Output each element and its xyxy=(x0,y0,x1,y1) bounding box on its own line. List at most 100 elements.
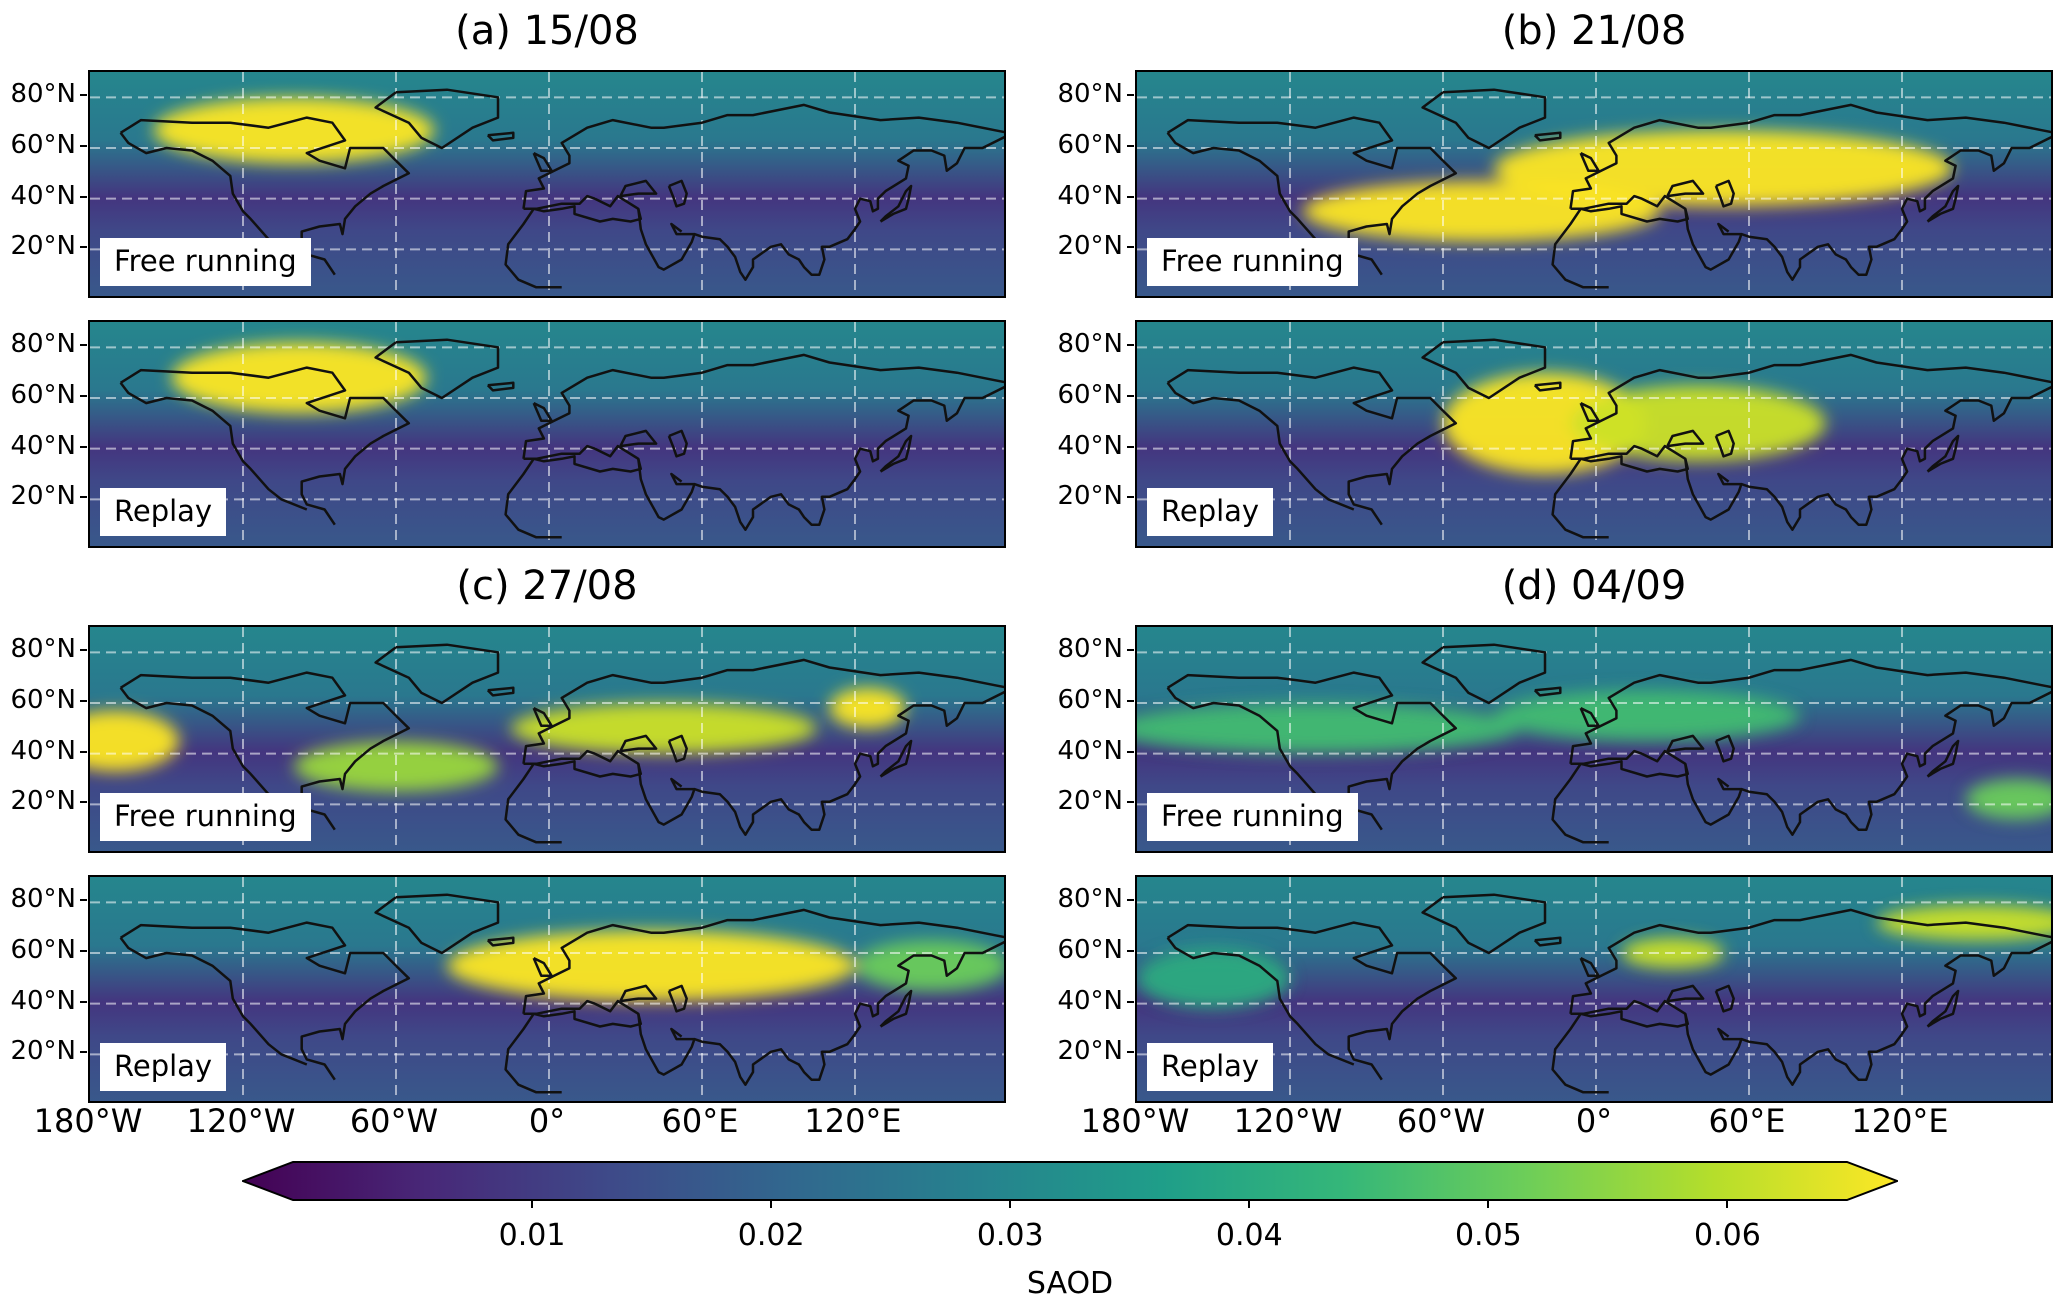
x-tick-label: 60°W xyxy=(349,1102,439,1140)
saod-heatmap xyxy=(90,322,1004,546)
y-tick-label: 60°N xyxy=(10,380,76,410)
saod-plume-2 xyxy=(1494,690,1800,741)
run-label: Replay xyxy=(100,488,227,536)
x-tick-label: 180°W xyxy=(1080,1102,1190,1140)
y-tick-mark xyxy=(80,195,87,198)
y-tick-label: 80°N xyxy=(1057,79,1123,110)
y-tick-label: 80°N xyxy=(10,79,76,110)
coastline-11 xyxy=(1714,734,1735,763)
coastline-4 xyxy=(522,103,1004,209)
coastline-2 xyxy=(1421,893,1547,955)
y-tick-mark xyxy=(1127,899,1134,902)
map-panel-4-free-running: Free running xyxy=(1135,625,2053,853)
map-panel-1-free-running: Free running xyxy=(88,70,1006,298)
saod-plume-1 xyxy=(90,710,180,772)
coastline-2 xyxy=(1421,88,1547,150)
coastline-5 xyxy=(1579,706,1600,728)
coastline-5 xyxy=(532,706,553,728)
y-tick-label: 80°N xyxy=(1057,329,1123,360)
y-tick-mark xyxy=(1127,344,1134,347)
y-tick-mark xyxy=(80,94,87,97)
x-tick-label: 120°E xyxy=(1851,1102,1949,1140)
saod-heatmap xyxy=(90,72,1004,296)
coastline-9 xyxy=(879,434,913,473)
coastline-0 xyxy=(119,921,411,1081)
y-tick-label: 60°N xyxy=(10,130,76,160)
coastline-3 xyxy=(1533,936,1562,947)
coastline-6 xyxy=(504,749,643,844)
y-tick-mark xyxy=(80,344,87,347)
coastline-5 xyxy=(532,956,553,978)
y-tick-label: 60°N xyxy=(1057,380,1123,410)
coastline-11 xyxy=(1714,429,1735,458)
y-tick-mark xyxy=(1127,950,1134,952)
colorbar-tick-label: 0.06 xyxy=(1694,1218,1761,1253)
map-panel-3-replay: Replay xyxy=(88,875,1006,1103)
saod-plume-2 xyxy=(1570,385,1826,462)
coastline-9 xyxy=(1926,739,1960,778)
colorbar-tick-label: 0.02 xyxy=(737,1218,805,1253)
x-tick-label: 180°W xyxy=(33,1102,143,1140)
coastline-4 xyxy=(1569,658,2051,764)
y-tick-mark xyxy=(80,899,87,902)
y-tick-mark xyxy=(1127,395,1134,397)
y-tick-mark xyxy=(80,950,87,952)
coastline-2 xyxy=(374,338,500,400)
coastline-3 xyxy=(486,686,515,697)
coastline-8 xyxy=(1740,385,2051,531)
coastline-4 xyxy=(522,908,1004,1014)
y-tick-label: 40°N xyxy=(1057,985,1123,1016)
x-tick-label: 120°W xyxy=(1233,1102,1343,1140)
x-tick-label: 120°W xyxy=(186,1102,296,1140)
map-panel-4-replay: Replay xyxy=(1135,875,2053,1103)
y-tick-label: 60°N xyxy=(10,935,76,965)
y-tick-mark xyxy=(1127,700,1134,702)
panel-title: (d) 04/09 xyxy=(1501,563,1687,609)
y-tick-mark xyxy=(1127,246,1134,249)
saod-heatmap xyxy=(90,877,1004,1101)
y-tick-label: 80°N xyxy=(10,634,76,665)
coastline-7 xyxy=(1684,1013,1743,1076)
coastline-6 xyxy=(1551,194,1690,289)
colorbar-tick-mark xyxy=(1487,1200,1490,1208)
x-tick-label: 0° xyxy=(528,1102,566,1140)
coastline-3 xyxy=(1533,686,1562,697)
y-tick-label: 80°N xyxy=(10,884,76,915)
map-panel-2-replay: Replay xyxy=(1135,320,2053,548)
map-panel-2-free-running: Free running xyxy=(1135,70,2053,298)
saod-heatmap xyxy=(1137,322,2051,546)
y-tick-mark xyxy=(80,750,87,753)
colorbar-tick-mark xyxy=(770,1200,773,1208)
coastline-2 xyxy=(374,893,500,955)
y-tick-mark xyxy=(80,649,87,652)
colorbar-tick-label: 0.01 xyxy=(498,1218,566,1253)
y-tick-label: 20°N xyxy=(1057,231,1123,262)
y-tick-mark xyxy=(80,395,87,397)
coastline-11 xyxy=(667,429,688,458)
coastline-7 xyxy=(1684,208,1743,271)
y-tick-mark xyxy=(1127,1051,1134,1054)
coastline-9 xyxy=(1926,184,1960,223)
coastline-7 xyxy=(637,763,696,826)
y-tick-mark xyxy=(1127,1000,1134,1003)
y-tick-label: 80°N xyxy=(10,329,76,360)
coastline-6 xyxy=(1551,444,1690,539)
y-tick-label: 60°N xyxy=(1057,130,1123,160)
y-tick-label: 40°N xyxy=(10,985,76,1016)
coastline-7 xyxy=(1684,763,1743,826)
x-tick-label: 60°E xyxy=(1708,1102,1786,1140)
coastline-8 xyxy=(693,385,1004,531)
coastline-6 xyxy=(504,444,643,539)
y-tick-mark xyxy=(1127,445,1134,448)
coastline-2 xyxy=(1421,643,1547,705)
coastline-9 xyxy=(879,184,913,223)
coastline-1 xyxy=(119,937,308,1066)
panel-title: (a) 15/08 xyxy=(455,8,639,54)
y-tick-label: 40°N xyxy=(10,430,76,461)
x-tick-label: 60°W xyxy=(1396,1102,1486,1140)
coastline-10 xyxy=(619,984,658,1003)
coastline-10 xyxy=(1666,734,1705,753)
y-tick-label: 40°N xyxy=(1057,180,1123,211)
map-panel-3-free-running: Free running xyxy=(88,625,1006,853)
y-tick-mark xyxy=(80,145,87,147)
